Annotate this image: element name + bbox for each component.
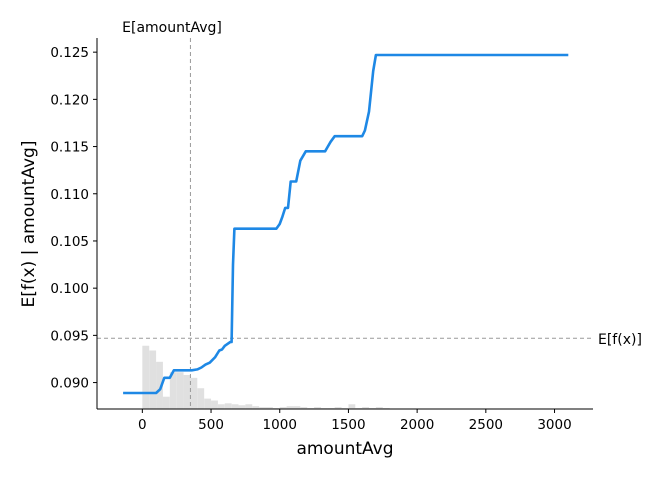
histogram-bar: [286, 406, 294, 409]
histogram-bar: [169, 372, 177, 409]
histogram-bar: [362, 407, 370, 409]
histogram-bar: [300, 407, 308, 409]
histogram-bar: [204, 398, 212, 409]
histogram: [142, 345, 390, 409]
y-axis-label: E[f(x) | amountAvg]: [19, 141, 39, 308]
histogram-bar: [265, 407, 273, 409]
x-tick-label: 2000: [400, 417, 434, 433]
reference-lines: [97, 38, 593, 409]
histogram-bar: [217, 404, 225, 409]
histogram-bar: [259, 407, 266, 409]
histogram-bar: [197, 388, 205, 409]
y-tick-label: 0.095: [50, 328, 89, 344]
histogram-bar: [176, 372, 184, 409]
expected-value-label: E[f(x)]: [598, 332, 642, 348]
histogram-bar: [375, 407, 383, 409]
x-tick-label: 1000: [263, 417, 297, 433]
x-tick-label: 2500: [469, 417, 503, 433]
y-tick-label: 0.115: [50, 140, 89, 156]
x-tick-label: 0: [138, 417, 147, 433]
histogram-bar: [162, 396, 170, 409]
histogram-bar: [211, 400, 218, 409]
y-tick-label: 0.105: [50, 234, 89, 250]
y-tick-label: 0.110: [50, 187, 89, 203]
expected-feature-label: E[amountAvg]: [122, 20, 222, 36]
x-tick-label: 500: [198, 417, 224, 433]
histogram-bar: [314, 407, 321, 409]
y-tick-label: 0.120: [50, 92, 89, 108]
histogram-bar: [224, 403, 232, 409]
series-lines: [123, 53, 569, 395]
x-axis-label: amountAvg: [296, 439, 393, 459]
histogram-bar: [293, 406, 301, 409]
histogram-bar: [252, 406, 260, 409]
histogram-bar: [190, 377, 198, 409]
axes: [96, 38, 593, 410]
x-tick-label: 1500: [331, 417, 365, 433]
histogram-bar: [183, 375, 191, 409]
series-line: [123, 53, 569, 395]
y-tick-label: 0.125: [50, 45, 89, 61]
histogram-bar: [149, 350, 157, 409]
x-tick-label: 3000: [537, 417, 571, 433]
tick-marks: 0 500 1000 1500 2000 2500 3000 0.090 0.095 0.100 0…: [50, 45, 571, 433]
histogram-bar: [231, 404, 239, 409]
histogram-bar: [348, 404, 356, 409]
y-tick-label: 0.100: [50, 281, 89, 297]
histogram-bar: [238, 405, 246, 409]
histogram-bar: [279, 407, 287, 409]
y-tick-label: 0.090: [50, 376, 89, 392]
histogram-bar: [245, 404, 253, 409]
histogram-bar: [156, 361, 163, 409]
histogram-bar: [334, 407, 342, 409]
histogram-bar: [142, 345, 150, 409]
